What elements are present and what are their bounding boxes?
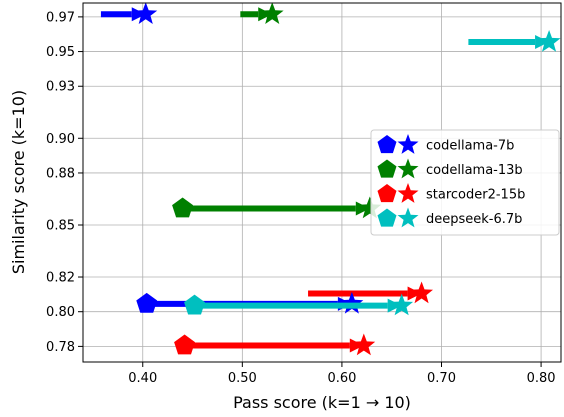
- chart-marks: [100, 2, 561, 356]
- x-axis-label: Pass score (k=1 → 10): [233, 393, 411, 412]
- y-tick-label: 0.93: [46, 80, 75, 95]
- y-axis-label: Similarity score (k=10): [9, 90, 28, 274]
- deepseek-6-7b-end-star: [537, 30, 561, 52]
- y-tick-label: 0.95: [46, 45, 75, 60]
- y-tick-label: 0.82: [46, 271, 75, 286]
- x-tick-label: 0.60: [327, 371, 356, 386]
- y-tick-label: 0.90: [46, 132, 75, 147]
- legend-deepseek-6-7b-label: deepseek-6.7b: [426, 212, 522, 227]
- x-tick-label: 0.70: [427, 371, 456, 386]
- codellama-7b-end-star: [134, 2, 158, 25]
- x-axis-ticks: 0.40 0.50 0.60 0.70 0.80: [128, 362, 556, 386]
- legend-codellama-13b-pentagon: [377, 159, 397, 178]
- legend-starcoder2-15b-star: [397, 183, 419, 203]
- starcoder2-15b-start-pentagon: [174, 334, 195, 355]
- legend-codellama-7b-pentagon: [377, 135, 397, 154]
- y-tick-label: 0.85: [46, 218, 75, 233]
- legend-box: [370, 129, 560, 236]
- codellama-13b-start-pentagon: [172, 197, 193, 218]
- legend-codellama-13b-label: codellama-13b: [426, 163, 523, 178]
- starcoder2-15b-end-star: [352, 333, 376, 356]
- y-tick-label: 0.78: [46, 340, 75, 355]
- legend-codellama-7b-star: [397, 134, 419, 154]
- starcoder2-15b-end-star: [410, 281, 433, 304]
- codellama-13b-end-star: [260, 2, 284, 25]
- x-tick-label: 0.50: [228, 371, 257, 386]
- plot-frame: [82, 2, 562, 363]
- legend-codellama-13b-star: [397, 158, 419, 179]
- y-tick-label: 0.80: [46, 305, 75, 320]
- legend-starcoder2-15b-label: starcoder2-15b: [426, 188, 525, 203]
- codellama-7b-start-pentagon: [136, 292, 158, 313]
- legend-codellama-7b-label: codellama-7b: [426, 139, 514, 154]
- x-tick-label: 0.40: [128, 371, 157, 386]
- codellama-13b-end-star: [358, 196, 382, 219]
- legend-starcoder2-15b-pentagon: [377, 184, 397, 203]
- legend: codellama-7b codellama-13b starcoder2-15b d…: [370, 129, 560, 236]
- y-tick-label: 0.88: [46, 166, 75, 181]
- y-tick-label: 0.97: [46, 10, 75, 25]
- deepseek-6-7b-end-star: [390, 293, 414, 316]
- legend-deepseek-6-7b-pentagon: [377, 208, 397, 227]
- x-tick-label: 0.80: [527, 371, 556, 386]
- deepseek-6-7b-start-pentagon: [184, 294, 205, 315]
- legend-deepseek-6-7b-star: [397, 207, 419, 228]
- y-axis-ticks: 0.78 0.80 0.82 0.85 0.88 0.90 0.93 0.95 0.97: [46, 10, 83, 355]
